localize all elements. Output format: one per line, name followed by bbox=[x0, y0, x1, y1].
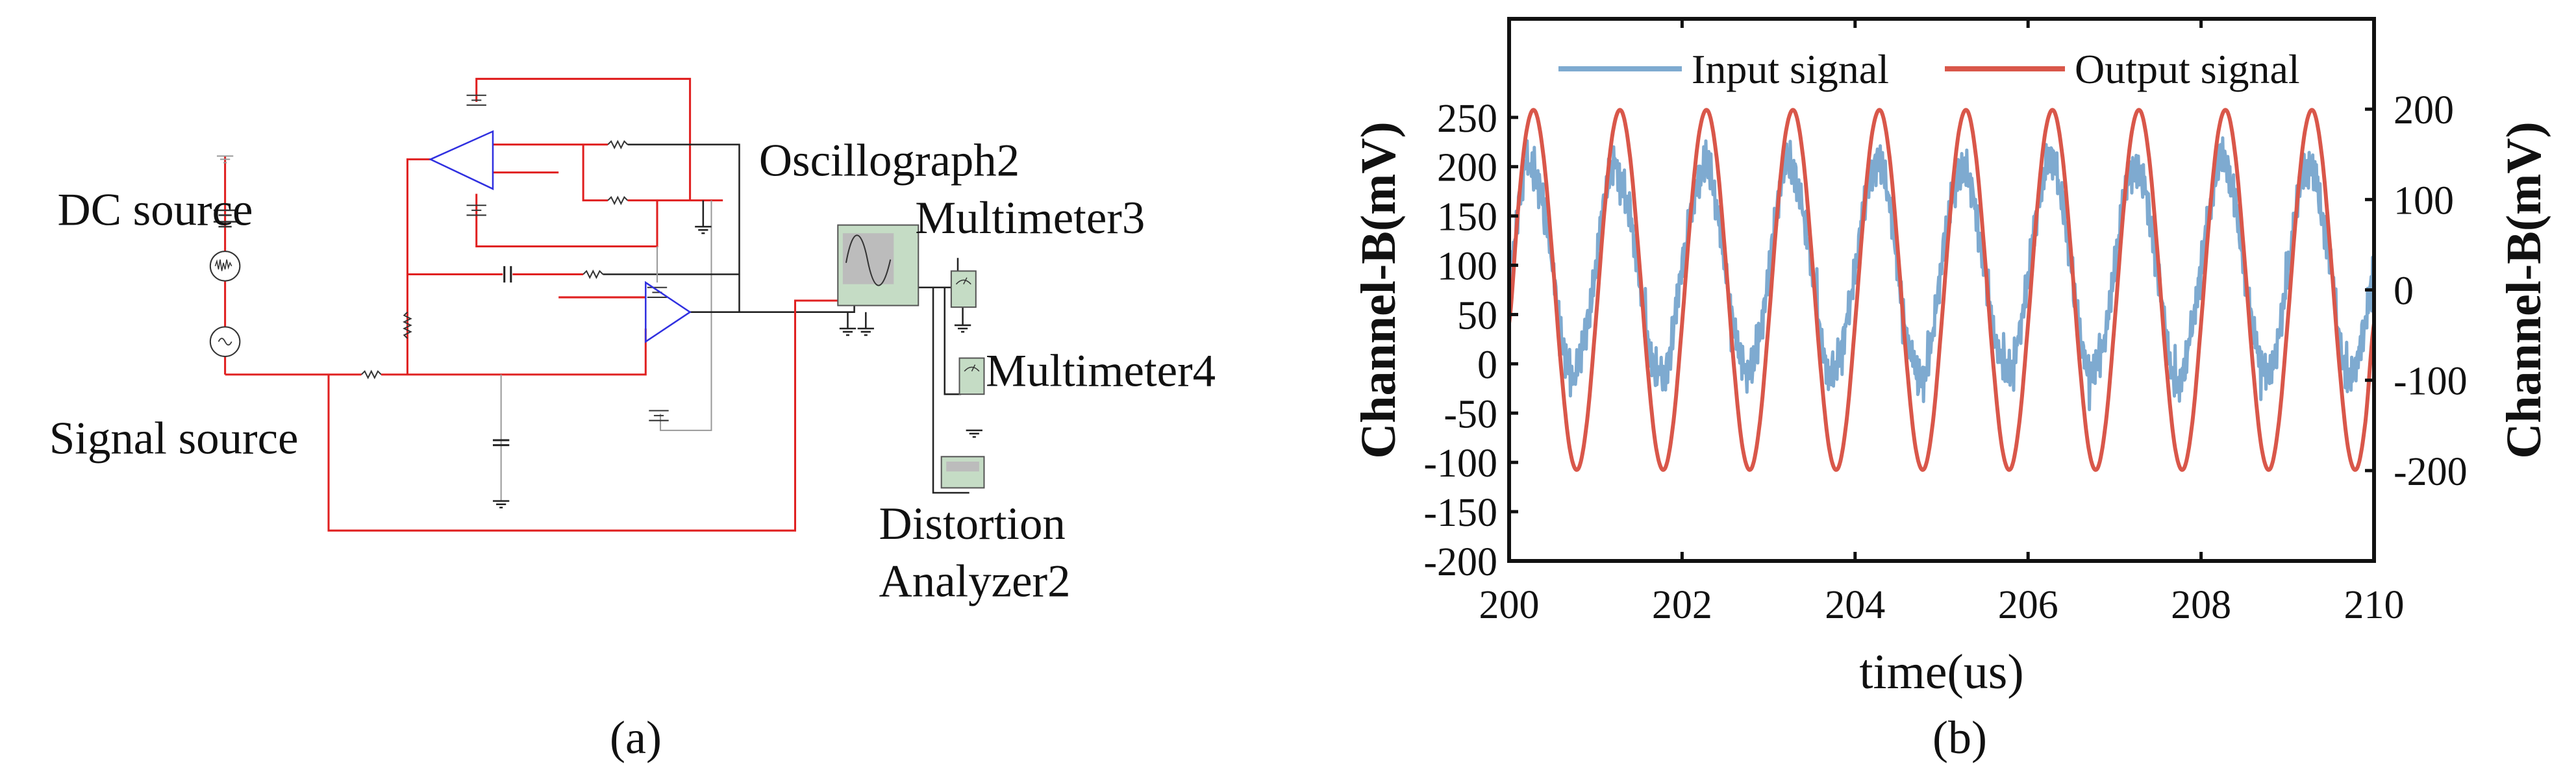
y-left-tick-label: -100 bbox=[1423, 441, 1497, 486]
x-tick-label: 200 bbox=[1479, 583, 1540, 627]
caption-b: (b) bbox=[1932, 712, 1987, 764]
ground-icon bbox=[966, 429, 982, 438]
battery-icon bbox=[647, 286, 668, 298]
multimeter3-instrument[interactable] bbox=[950, 270, 977, 308]
y-left-tick-label: -50 bbox=[1444, 392, 1497, 436]
dc-battery-icon bbox=[213, 209, 237, 228]
ground-icon bbox=[492, 500, 510, 509]
multimeter4-instrument[interactable] bbox=[958, 357, 985, 395]
label-dc-source: DC source bbox=[58, 185, 253, 236]
legend-input-label: Input signal bbox=[1692, 46, 1889, 92]
ground-icon bbox=[839, 312, 857, 336]
ground-icon bbox=[857, 312, 874, 336]
oscillograph-instrument[interactable] bbox=[837, 224, 919, 306]
x-tick-label: 206 bbox=[1998, 583, 2058, 627]
label-analyzer: Analyzer2 bbox=[879, 556, 1071, 606]
label-multimeter4: Multimeter4 bbox=[986, 346, 1216, 397]
label-signal-source: Signal source bbox=[49, 413, 299, 464]
y-left-tick-label: 50 bbox=[1457, 293, 1497, 338]
capacitor-icon bbox=[503, 266, 512, 283]
x-tick-label: 210 bbox=[2344, 583, 2405, 627]
label-multimeter3: Multimeter3 bbox=[915, 193, 1145, 243]
sine-wave-icon bbox=[845, 234, 892, 286]
output-signal-line bbox=[1507, 108, 2376, 472]
meter-dial-icon bbox=[955, 277, 971, 285]
ground-icon bbox=[954, 307, 971, 333]
x-axis-label: time(us) bbox=[1859, 645, 2023, 699]
y-right-tick-label: 100 bbox=[2394, 179, 2454, 223]
wires bbox=[225, 77, 982, 532]
ground-icon bbox=[695, 225, 712, 234]
x-tick-label: 204 bbox=[1825, 583, 1885, 627]
y-right-tick-label: 0 bbox=[2394, 269, 2414, 314]
source-column bbox=[209, 155, 241, 375]
noise-source-icon bbox=[209, 251, 241, 282]
y-axis-label-right: Channel-B(mV) bbox=[2497, 121, 2551, 458]
label-distortion: Distortion bbox=[879, 499, 1066, 549]
meter-dial-icon bbox=[964, 364, 980, 372]
opamp-bottom-icon bbox=[645, 280, 692, 343]
y-axis-label-left: Channel-B(mV) bbox=[1351, 121, 1406, 458]
y-left-tick-label: 0 bbox=[1477, 343, 1497, 387]
resistor-icon bbox=[360, 369, 382, 380]
resistor-icon bbox=[607, 195, 629, 205]
capacitor-icon bbox=[492, 439, 510, 447]
resistor-icon bbox=[403, 311, 412, 339]
y-right-tick-label: -100 bbox=[2394, 360, 2468, 404]
legend: Input signal Output signal bbox=[1558, 46, 2300, 92]
opamp-top-icon bbox=[428, 130, 494, 190]
input-signal-line bbox=[1507, 136, 2376, 412]
x-tick-label: 208 bbox=[2171, 583, 2231, 627]
caption-a: (a) bbox=[610, 712, 662, 764]
circuit-diagram: DC source Signal source Oscillograph2 Mu… bbox=[49, 77, 1216, 606]
y-right-tick-label: 200 bbox=[2394, 88, 2454, 132]
label-oscillograph: Oscillograph2 bbox=[759, 136, 1019, 186]
y-left-tick-label: 100 bbox=[1437, 245, 1497, 289]
resistor-icon bbox=[607, 140, 629, 149]
x-tick-label: 202 bbox=[1652, 583, 1712, 627]
y-right-tick-label: -200 bbox=[2394, 450, 2468, 494]
y-left-tick-label: -150 bbox=[1423, 491, 1497, 535]
series-layer bbox=[1507, 108, 2376, 472]
y-left-tick-label: 150 bbox=[1437, 195, 1497, 240]
legend-output-label: Output signal bbox=[2075, 46, 2300, 92]
distortion-analyzer-instrument[interactable] bbox=[940, 456, 985, 489]
ground-icon bbox=[216, 155, 234, 164]
y-left-tick-label: 200 bbox=[1437, 146, 1497, 190]
battery-icon bbox=[466, 94, 486, 106]
ticks-layer: 200 202 204 206 208 210250200150100500-50-100… bbox=[1423, 19, 2468, 627]
y-left-tick-label: -200 bbox=[1423, 540, 1497, 584]
y-left-tick-label: 250 bbox=[1437, 97, 1497, 141]
battery-icon bbox=[466, 205, 486, 216]
signal-chart: 200 202 204 206 208 210250200150100500-50-100… bbox=[1351, 17, 2551, 699]
battery-icon bbox=[649, 410, 669, 421]
resistor-icon bbox=[582, 269, 604, 279]
